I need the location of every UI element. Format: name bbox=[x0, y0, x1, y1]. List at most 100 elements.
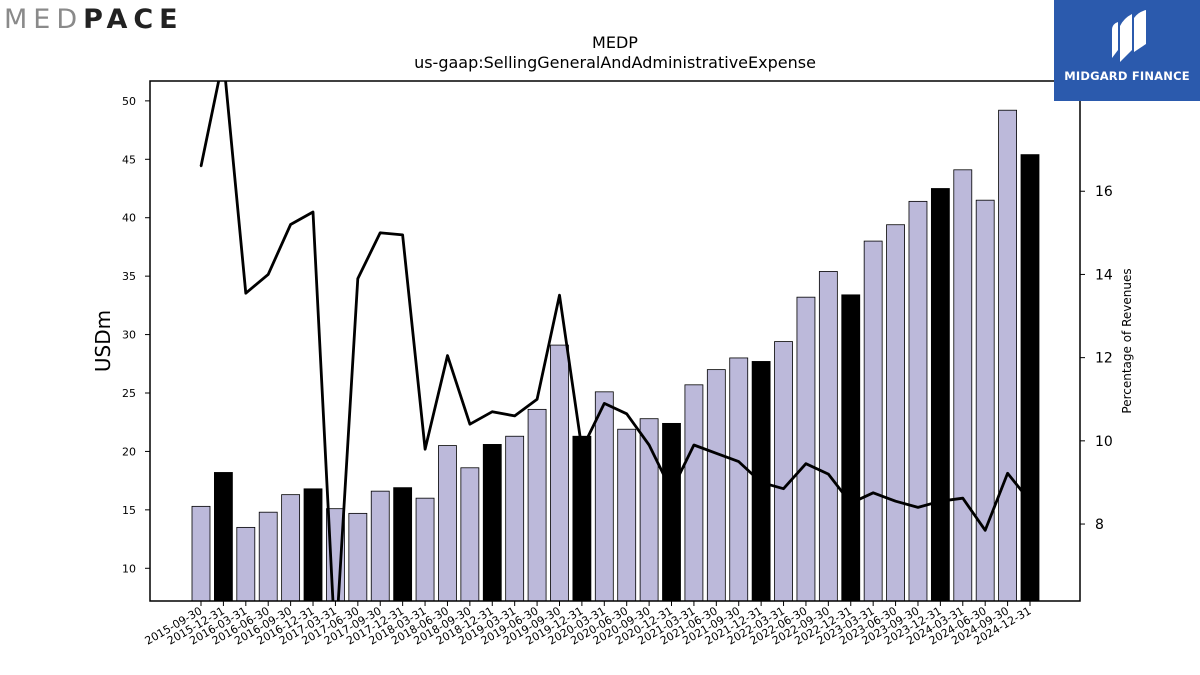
bar-2024-09-30 bbox=[998, 109, 1017, 602]
bar-2021-03-31 bbox=[684, 384, 704, 602]
midgard-finance-logo: MIDGARD FINANCE bbox=[1054, 0, 1200, 101]
line-point-2020-03-31 bbox=[603, 402, 606, 405]
y-tick-label: 45 bbox=[122, 153, 136, 166]
midgard-emblem-icon bbox=[1112, 10, 1146, 62]
bar-2024-12-31 bbox=[1020, 154, 1040, 602]
chart-title: MEDP bbox=[592, 33, 638, 52]
line-point-2019-12-31 bbox=[580, 448, 583, 451]
line-point-2022-06-30 bbox=[804, 462, 807, 465]
bar-2019-09-30 bbox=[550, 344, 569, 602]
line-point-2023-06-30 bbox=[894, 500, 897, 503]
line-point-2018-09-30 bbox=[468, 423, 471, 426]
bar-2023-09-30 bbox=[908, 200, 928, 602]
line-point-2019-09-30 bbox=[558, 294, 561, 297]
bar-2017-09-30 bbox=[370, 490, 390, 602]
bar-2022-06-30 bbox=[796, 296, 816, 602]
bar-2017-12-31 bbox=[393, 487, 413, 602]
bar-2023-03-31 bbox=[863, 240, 883, 602]
bar-2016-03-31 bbox=[236, 526, 256, 602]
line-point-2015-09-30 bbox=[200, 165, 202, 168]
line-point-2017-12-31 bbox=[401, 233, 404, 236]
y2-tick-label: 16 bbox=[1095, 184, 1113, 200]
bar-2021-06-30 bbox=[706, 369, 726, 602]
y-tick-label: 20 bbox=[122, 445, 136, 458]
y-axis-label: USDm bbox=[91, 310, 115, 372]
y2-axis-label: Percentage of Revenues bbox=[1120, 268, 1134, 413]
bar-2022-03-31 bbox=[774, 341, 793, 602]
bar-2019-03-31 bbox=[505, 435, 525, 602]
line-point-2017-06-30 bbox=[356, 277, 359, 280]
bar-2015-12-31 bbox=[214, 472, 233, 602]
bar-2020-12-31 bbox=[662, 422, 681, 602]
line-point-2022-09-30 bbox=[827, 473, 830, 476]
bar-2016-12-31 bbox=[303, 488, 323, 602]
bar-2023-12-31 bbox=[930, 188, 950, 602]
bar-2022-12-31 bbox=[841, 294, 861, 602]
bar-2021-09-30 bbox=[729, 357, 749, 602]
bar-2020-03-31 bbox=[594, 391, 614, 602]
line-point-2021-09-30 bbox=[737, 460, 740, 463]
bar-2024-03-31 bbox=[953, 169, 973, 602]
bar-2016-06-30 bbox=[258, 511, 278, 602]
line-point-2022-12-31 bbox=[849, 502, 852, 505]
line-point-2017-09-30 bbox=[379, 231, 382, 234]
y2-tick-label: 10 bbox=[1095, 434, 1113, 450]
line-point-2017-03-31 bbox=[334, 648, 336, 650]
line-point-2016-06-30 bbox=[267, 273, 270, 276]
line-point-2016-12-31 bbox=[312, 211, 315, 214]
logo-text-midgard: MIDGARD FINANCE bbox=[1064, 69, 1190, 83]
plot-frame bbox=[149, 80, 1081, 602]
y2-tick-label: 14 bbox=[1095, 267, 1113, 283]
logo-text-med: MED bbox=[4, 4, 84, 35]
line-point-2024-03-31 bbox=[961, 497, 964, 500]
line-point-2019-06-30 bbox=[536, 398, 539, 401]
bar-2020-06-30 bbox=[617, 428, 637, 602]
line-point-2023-09-30 bbox=[916, 506, 919, 509]
line-point-2024-12-31 bbox=[1029, 500, 1031, 503]
line-point-2019-03-31 bbox=[513, 414, 516, 417]
line-point-2015-12-31 bbox=[222, 57, 224, 59]
line-point-2018-12-31 bbox=[491, 410, 494, 413]
y-tick-label: 35 bbox=[122, 270, 136, 283]
bar-2018-03-31 bbox=[415, 497, 435, 602]
line-point-2022-03-31 bbox=[782, 487, 785, 490]
chart-subtitle: us-gaap:SellingGeneralAndAdministrativeE… bbox=[414, 53, 816, 72]
y-tick-label: 50 bbox=[122, 95, 136, 108]
line-point-2024-06-30 bbox=[984, 529, 987, 532]
y2-tick-label: 8 bbox=[1095, 517, 1104, 533]
bar-2023-06-30 bbox=[886, 224, 905, 602]
line-point-2016-09-30 bbox=[289, 223, 292, 226]
bar-2017-06-30 bbox=[348, 512, 368, 602]
y-tick-label: 30 bbox=[122, 329, 136, 342]
logo-text-pace: PACE bbox=[83, 4, 184, 35]
bar-2018-06-30 bbox=[438, 445, 457, 602]
line-point-2018-06-30 bbox=[446, 354, 449, 357]
right-axis-ticks: 8 10 12 14 16 bbox=[1080, 184, 1113, 533]
x-axis-ticks: 2015-09-302015-12-312016-03-312016-06-30… bbox=[143, 601, 1034, 648]
line-point-2020-06-30 bbox=[625, 412, 628, 415]
bar-2022-09-30 bbox=[818, 271, 838, 602]
line-point-2023-12-31 bbox=[939, 500, 942, 503]
y2-tick-label: 12 bbox=[1095, 351, 1113, 367]
line-point-2021-06-30 bbox=[715, 452, 718, 455]
bar-2016-09-30 bbox=[281, 494, 301, 602]
bar-2019-12-31 bbox=[572, 435, 592, 602]
medpace-logo: MEDPACE bbox=[4, 4, 224, 44]
bar-2019-06-30 bbox=[527, 408, 547, 602]
percentage-line bbox=[199, 81, 1032, 601]
line-point-2020-12-31 bbox=[670, 489, 673, 492]
y-tick-label: 15 bbox=[122, 504, 136, 517]
line-point-2021-12-31 bbox=[760, 481, 763, 484]
bar-2015-09-30 bbox=[191, 505, 211, 602]
left-axis-ticks: 10 15 20 25 30 35 40 45 50 bbox=[122, 95, 150, 575]
line-point-2020-09-30 bbox=[648, 444, 651, 446]
bar-2018-12-31 bbox=[482, 444, 502, 602]
line-point-2018-03-31 bbox=[424, 448, 427, 451]
line-point-2021-03-31 bbox=[692, 444, 695, 446]
line-group bbox=[199, 57, 1032, 650]
y-tick-label: 25 bbox=[122, 387, 136, 400]
line-point-2016-03-31 bbox=[244, 292, 247, 295]
line-point-2024-09-30 bbox=[1006, 472, 1009, 475]
y-tick-label: 40 bbox=[122, 212, 136, 225]
line-point-2023-03-31 bbox=[872, 491, 875, 494]
